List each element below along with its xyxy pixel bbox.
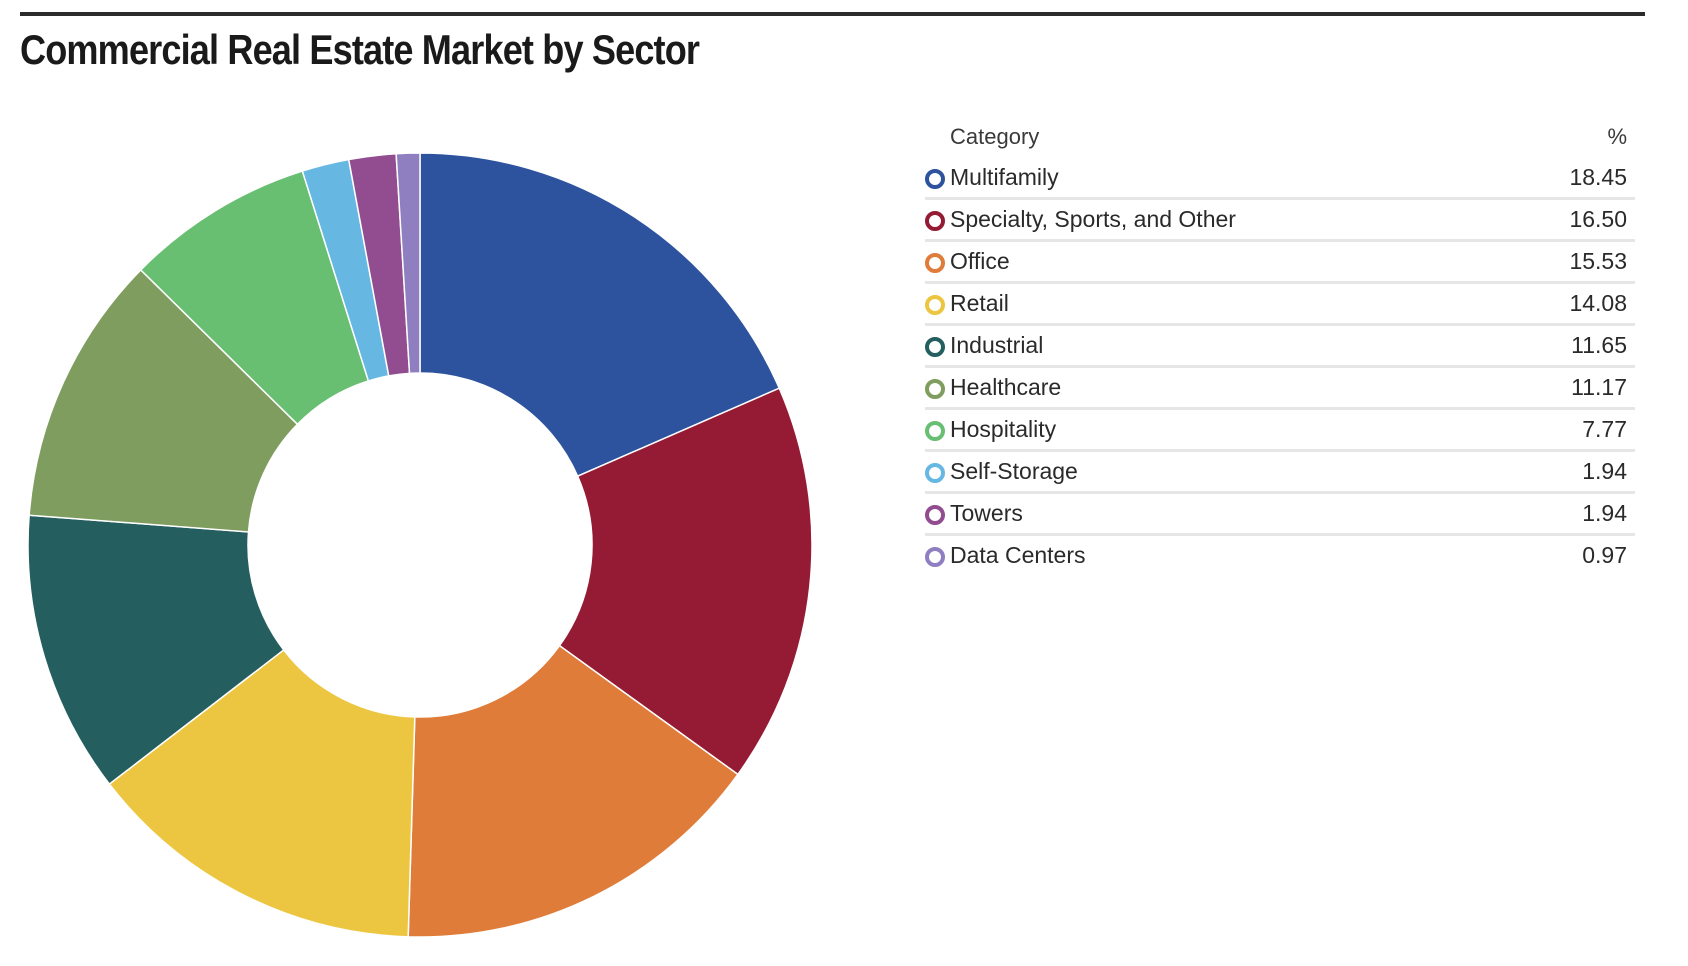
legend-row-industrial: Industrial 11.65 <box>925 326 1635 368</box>
donut-chart <box>27 152 813 938</box>
legend-marker-icon <box>925 253 945 273</box>
legend-category-label: Hospitality <box>950 416 1057 442</box>
legend-value-label: 18.45 <box>1569 164 1627 190</box>
top-rule <box>20 12 1645 16</box>
legend-value-label: 11.65 <box>1571 332 1627 358</box>
legend-row-self-storage: Self-Storage 1.94 <box>925 452 1635 494</box>
legend-category-label: Industrial <box>950 332 1044 358</box>
legend-category-label: Healthcare <box>950 374 1062 400</box>
legend-value-label: 14.08 <box>1569 290 1627 316</box>
legend-row-office: Office 15.53 <box>925 242 1635 284</box>
legend-category-label: Retail <box>950 290 1009 316</box>
legend-marker-icon <box>925 211 945 231</box>
legend-marker-icon <box>925 463 945 483</box>
legend-row-towers: Towers 1.94 <box>925 494 1635 536</box>
donut-slice-healthcare <box>28 268 299 533</box>
legend-marker-icon <box>925 505 945 525</box>
donut-slice-multifamily <box>419 152 781 478</box>
legend-marker-icon <box>925 295 945 315</box>
donut-slice-office <box>407 644 739 938</box>
legend-marker-icon <box>925 547 945 567</box>
legend-table: Category % Multifamily 18.45 Specialty, Sp… <box>925 118 1635 578</box>
legend-category-label: Towers <box>950 500 1023 526</box>
legend-category-label: Data Centers <box>950 542 1086 568</box>
legend-header-category: Category <box>950 124 1040 149</box>
donut-slice-industrial <box>27 514 285 786</box>
legend-marker-icon <box>925 169 945 189</box>
legend-row-data-centers: Data Centers 0.97 <box>925 536 1635 578</box>
legend-category-label: Multifamily <box>950 164 1059 190</box>
legend-value-label: 7.77 <box>1582 416 1627 442</box>
legend-row-specialty-sports-and-other: Specialty, Sports, and Other 16.50 <box>925 200 1635 242</box>
legend-header: Category % <box>925 118 1635 158</box>
legend-row-hospitality: Hospitality 7.77 <box>925 410 1635 452</box>
legend-rows: Multifamily 18.45 Specialty, Sports, and O… <box>925 158 1635 578</box>
legend-value-label: 1.94 <box>1582 500 1627 526</box>
chart-title: Commercial Real Estate Market by Sector <box>20 26 700 73</box>
legend-row-retail: Retail 14.08 <box>925 284 1635 326</box>
legend-marker-icon <box>925 337 945 357</box>
legend-category-label: Office <box>950 248 1010 274</box>
legend-value-label: 11.17 <box>1571 374 1627 400</box>
legend-header-percent: % <box>1607 124 1627 149</box>
donut-slice-retail <box>108 648 416 938</box>
legend-row-multifamily: Multifamily 18.45 <box>925 158 1635 200</box>
legend-category-label: Specialty, Sports, and Other <box>950 206 1236 232</box>
legend-marker-icon <box>925 379 945 399</box>
legend-value-label: 15.53 <box>1569 248 1627 274</box>
legend-value-label: 0.97 <box>1582 542 1627 568</box>
legend-row-healthcare: Healthcare 11.17 <box>925 368 1635 410</box>
donut-slice-data-centers <box>395 152 421 375</box>
legend-value-label: 16.50 <box>1569 206 1627 232</box>
donut-slice-specialty-sports-and-other <box>558 387 813 776</box>
legend-category-label: Self-Storage <box>950 458 1078 484</box>
legend-value-label: 1.94 <box>1582 458 1627 484</box>
legend-marker-icon <box>925 421 945 441</box>
